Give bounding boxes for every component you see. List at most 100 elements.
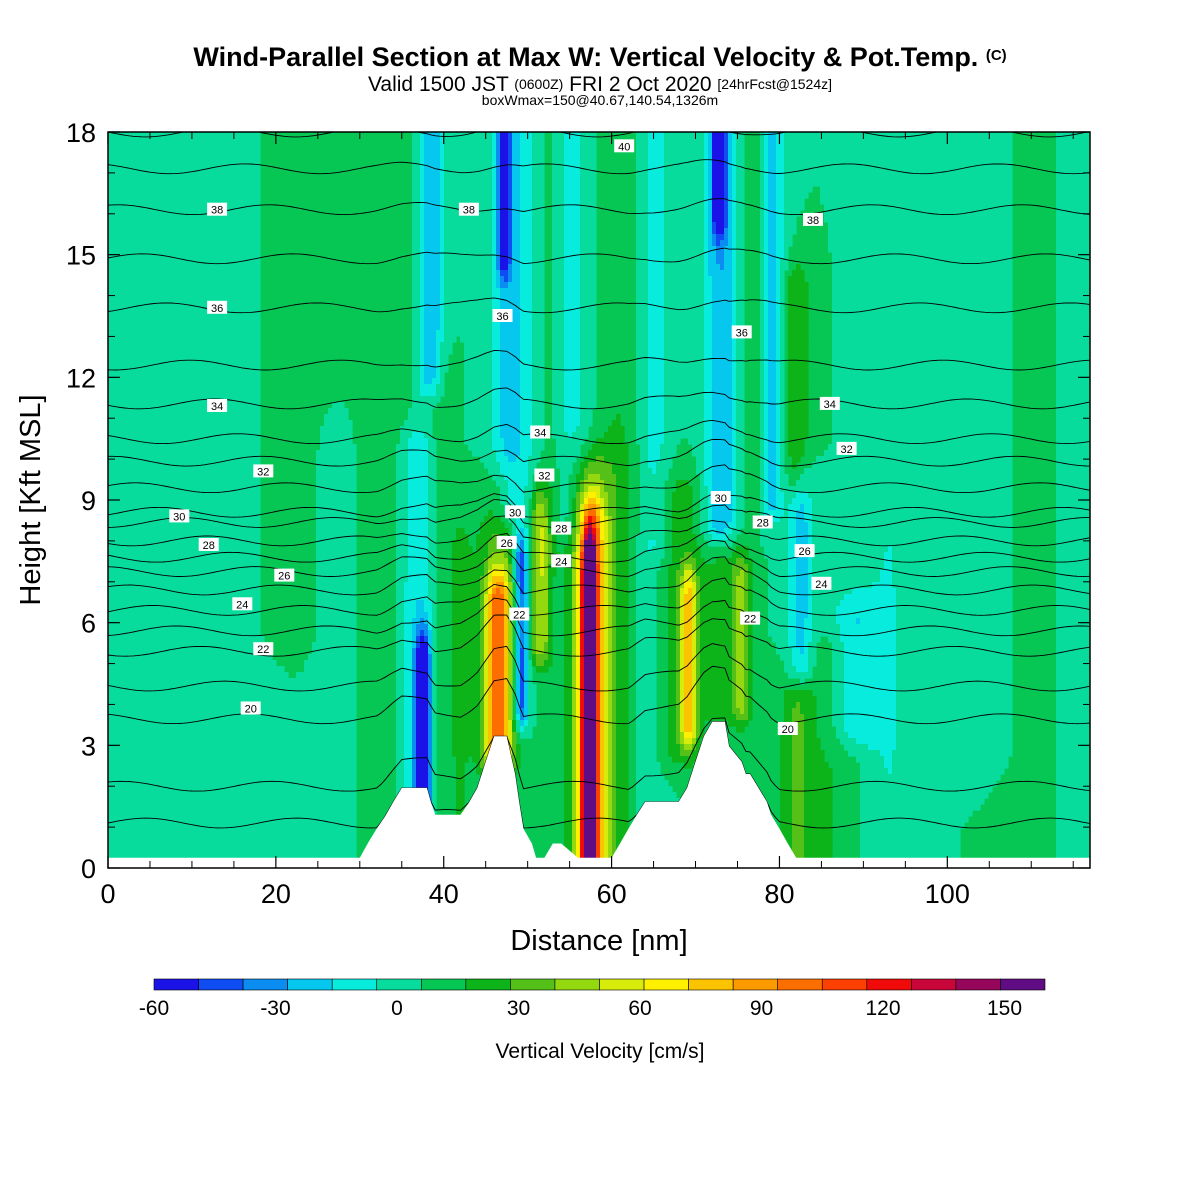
w-cell <box>928 240 933 247</box>
w-cell <box>236 228 241 235</box>
w-cell <box>652 240 657 247</box>
w-cell <box>528 288 533 295</box>
w-cell <box>200 180 205 187</box>
w-cell <box>944 210 949 217</box>
w-cell <box>956 234 961 241</box>
w-cell <box>456 264 461 271</box>
w-cell <box>252 228 257 235</box>
w-cell <box>732 216 737 223</box>
w-cell <box>764 156 769 163</box>
w-cell <box>204 204 209 211</box>
w-cell <box>152 192 157 199</box>
w-cell <box>540 294 545 301</box>
w-cell <box>904 210 909 217</box>
w-cell <box>136 276 141 283</box>
w-cell <box>708 132 713 139</box>
w-cell <box>240 180 245 187</box>
w-cell <box>536 228 541 235</box>
w-cell <box>116 174 121 181</box>
w-cell <box>940 282 945 289</box>
w-cell <box>124 228 129 235</box>
w-cell <box>224 246 229 253</box>
w-cell <box>136 252 141 259</box>
w-cell <box>444 222 449 229</box>
w-cell <box>1008 222 1013 229</box>
w-cell <box>788 222 793 229</box>
w-cell <box>436 294 441 301</box>
w-cell <box>424 234 429 241</box>
w-cell <box>856 252 861 259</box>
w-cell <box>672 186 677 193</box>
w-cell <box>832 288 837 295</box>
w-cell <box>788 204 793 211</box>
w-cell <box>760 138 765 145</box>
w-cell <box>764 228 769 235</box>
w-cell <box>964 144 969 151</box>
w-cell <box>132 138 137 145</box>
w-cell <box>480 216 485 223</box>
w-cell <box>588 288 593 295</box>
w-cell <box>896 150 901 157</box>
w-cell <box>716 252 721 259</box>
w-cell <box>836 138 841 145</box>
w-cell <box>464 270 469 277</box>
w-cell <box>140 216 145 223</box>
w-cell <box>496 216 501 223</box>
w-cell <box>120 282 125 289</box>
w-cell <box>640 246 645 253</box>
w-cell <box>576 228 581 235</box>
w-cell <box>120 276 125 283</box>
w-cell <box>888 234 893 241</box>
w-cell <box>924 186 929 193</box>
w-cell <box>944 294 949 301</box>
w-cell <box>812 168 817 175</box>
w-cell <box>640 204 645 211</box>
w-cell <box>184 210 189 217</box>
w-cell <box>824 132 829 139</box>
w-cell <box>904 258 909 265</box>
w-cell <box>196 294 201 301</box>
w-cell <box>540 180 545 187</box>
w-cell <box>732 222 737 229</box>
w-cell <box>876 276 881 283</box>
w-cell <box>132 228 137 235</box>
w-cell <box>760 216 765 223</box>
w-cell <box>164 294 169 301</box>
w-cell <box>584 210 589 217</box>
w-cell <box>708 162 713 169</box>
w-cell <box>148 228 153 235</box>
w-cell <box>952 210 957 217</box>
w-cell <box>888 168 893 175</box>
w-cell <box>444 294 449 301</box>
w-cell <box>568 234 573 241</box>
w-cell <box>844 174 849 181</box>
w-cell <box>1000 234 1005 241</box>
w-cell <box>788 162 793 169</box>
w-cell <box>532 294 537 301</box>
w-cell <box>508 210 513 217</box>
w-cell <box>876 264 881 271</box>
w-cell <box>496 132 501 139</box>
w-cell <box>948 204 953 211</box>
valid-time: Valid 1500 JST <box>368 73 508 96</box>
w-cell <box>1060 198 1065 205</box>
w-cell <box>1068 150 1073 157</box>
w-cell <box>788 228 793 235</box>
w-cell <box>416 228 421 235</box>
w-cell <box>920 276 925 283</box>
w-cell <box>936 186 941 193</box>
w-cell <box>484 282 489 289</box>
w-cell <box>708 156 713 163</box>
w-cell <box>136 156 141 163</box>
w-cell <box>784 210 789 217</box>
w-cell <box>988 240 993 247</box>
w-cell <box>936 138 941 145</box>
w-cell <box>416 198 421 205</box>
w-cell <box>720 168 725 175</box>
w-cell <box>712 186 717 193</box>
w-cell <box>220 228 225 235</box>
w-cell <box>704 264 709 271</box>
w-cell <box>192 234 197 241</box>
w-cell <box>716 138 721 145</box>
w-cell <box>412 162 417 169</box>
